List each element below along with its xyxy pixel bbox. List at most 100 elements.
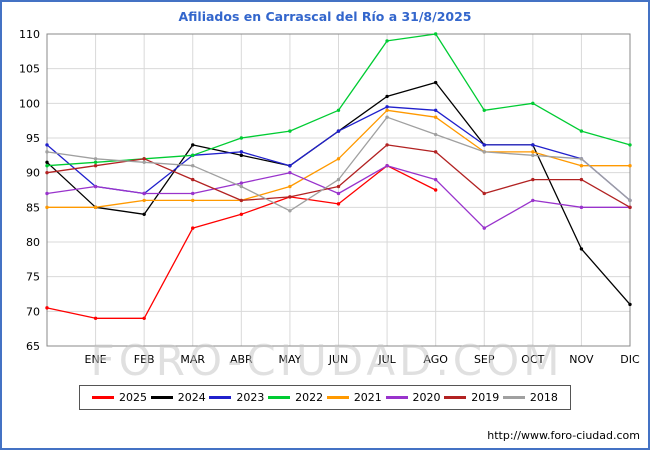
series-point-2022 bbox=[191, 153, 195, 158]
series-point-2022 bbox=[336, 108, 341, 112]
series-point-2019 bbox=[336, 184, 341, 189]
series-point-2020 bbox=[45, 191, 49, 196]
series-point-2022 bbox=[385, 39, 389, 43]
series-point-2020 bbox=[288, 170, 292, 175]
series-point-2018 bbox=[579, 157, 584, 161]
legend: 2025 2024 2023 2022 2021 2020 2019 2018 bbox=[79, 385, 571, 410]
series-point-2025 bbox=[433, 188, 438, 192]
series-point-2022 bbox=[433, 32, 438, 36]
chart-area: 65 70 75 80 85 90 95 100 105 110 ENE FEB MAR ABR MAY JU… bbox=[2, 28, 648, 385]
series-point-2023 bbox=[482, 143, 486, 147]
series-point-2021 bbox=[385, 108, 389, 112]
series-point-2018 bbox=[45, 150, 49, 154]
legend-swatch-2020 bbox=[385, 396, 408, 399]
series-point-2021 bbox=[628, 164, 632, 168]
legend-swatch-2022 bbox=[268, 396, 291, 399]
x-tick-label: JUN bbox=[328, 353, 349, 366]
legend-swatch-2024 bbox=[150, 396, 173, 399]
x-tick-label: ABR bbox=[230, 353, 253, 366]
legend-item-2020: 2020 bbox=[385, 391, 441, 404]
series-point-2021 bbox=[45, 205, 49, 210]
series-point-2021 bbox=[93, 205, 98, 210]
series-point-2019 bbox=[482, 191, 486, 196]
x-tick-label: AGO bbox=[423, 353, 448, 366]
x-tick-label: FEB bbox=[134, 353, 155, 366]
legend-item-2022: 2022 bbox=[268, 391, 323, 404]
x-tick-label: JUL bbox=[377, 353, 396, 366]
series-point-2019 bbox=[239, 198, 244, 203]
series-point-2022 bbox=[628, 143, 632, 147]
line-chart: 65 70 75 80 85 90 95 100 105 110 ENE FEB MAR ABR MAY JU… bbox=[19, 28, 640, 366]
legend-swatch-2018 bbox=[502, 396, 525, 399]
series-point-2024 bbox=[433, 80, 438, 85]
x-tick-label: NOV bbox=[569, 353, 594, 366]
series-point-2024 bbox=[191, 143, 195, 147]
x-tick-label: MAY bbox=[278, 353, 301, 366]
plot-border bbox=[46, 33, 631, 347]
series-point-2019 bbox=[628, 205, 632, 210]
series-point-2018 bbox=[93, 157, 98, 161]
series-point-2024 bbox=[385, 94, 389, 99]
series-point-2019 bbox=[385, 143, 389, 147]
legend-label-2018: 2018 bbox=[529, 391, 558, 404]
series-point-2018 bbox=[142, 160, 146, 164]
x-tick-label: OCT bbox=[521, 353, 544, 366]
series-point-2020 bbox=[579, 205, 584, 210]
legend-label-2023: 2023 bbox=[236, 391, 265, 404]
legend-swatch-2023 bbox=[209, 396, 232, 399]
series-point-2019 bbox=[191, 177, 195, 182]
series-point-2020 bbox=[385, 164, 389, 168]
series-point-2018 bbox=[531, 153, 535, 158]
series-point-2019 bbox=[93, 164, 98, 168]
y-tick-label: 80 bbox=[26, 236, 40, 249]
footer-url-link[interactable]: http://www.foro-ciudad.com bbox=[487, 429, 640, 442]
series-point-2022 bbox=[579, 129, 584, 133]
series-point-2018 bbox=[482, 150, 486, 154]
series-point-2018 bbox=[239, 184, 244, 189]
y-tick-label: 85 bbox=[26, 201, 40, 214]
legend-label-2022: 2022 bbox=[295, 391, 324, 404]
series-point-2024 bbox=[45, 160, 49, 164]
legend-swatch-2025 bbox=[92, 396, 114, 399]
series-point-2018 bbox=[385, 115, 389, 119]
x-tick-label: MAR bbox=[180, 353, 205, 366]
page-title: Afiliados en Carrascal del Río a 31/8/20… bbox=[178, 9, 472, 24]
series-point-2021 bbox=[531, 150, 535, 154]
series-point-2025 bbox=[93, 316, 98, 320]
series-point-2023 bbox=[288, 164, 292, 168]
x-tick-label: ENE bbox=[85, 353, 107, 366]
series-point-2025 bbox=[45, 306, 49, 310]
series-point-2024 bbox=[628, 302, 632, 307]
series-point-2022 bbox=[239, 136, 244, 140]
y-tick-label: 105 bbox=[19, 63, 40, 76]
series-point-2025 bbox=[239, 212, 244, 216]
series-point-2018 bbox=[433, 132, 438, 137]
series-point-2024 bbox=[142, 212, 146, 216]
legend-item-2019: 2019 bbox=[444, 391, 499, 404]
series-point-2024 bbox=[239, 153, 244, 158]
footer: http://www.foro-ciudad.com bbox=[487, 429, 640, 442]
series-point-2018 bbox=[191, 164, 195, 168]
series-point-2021 bbox=[191, 198, 195, 203]
series-point-2020 bbox=[336, 191, 341, 196]
series-point-2019 bbox=[288, 195, 292, 199]
y-tick-label: 75 bbox=[26, 271, 40, 284]
x-tick-label: SEP bbox=[474, 353, 495, 366]
series-point-2020 bbox=[239, 181, 244, 185]
legend-item-2024: 2024 bbox=[150, 391, 206, 404]
legend-label-2021: 2021 bbox=[353, 391, 382, 404]
series-point-2021 bbox=[433, 115, 438, 119]
series-point-2022 bbox=[93, 160, 98, 164]
series-point-2018 bbox=[628, 198, 632, 203]
series-point-2019 bbox=[433, 150, 438, 154]
series-point-2020 bbox=[142, 191, 146, 196]
y-tick-label: 90 bbox=[26, 167, 40, 180]
series-point-2025 bbox=[336, 202, 341, 206]
series-point-2018 bbox=[336, 177, 341, 182]
legend-item-2021: 2021 bbox=[326, 391, 382, 404]
series-point-2020 bbox=[482, 226, 486, 230]
legend-swatch-2021 bbox=[326, 396, 349, 399]
series-point-2019 bbox=[142, 157, 146, 161]
series-point-2023 bbox=[433, 108, 438, 112]
